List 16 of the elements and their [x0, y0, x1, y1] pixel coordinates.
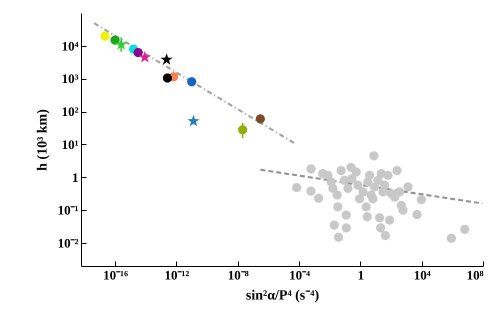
- x-tick-label: 10⁻¹²: [164, 268, 190, 282]
- x-tick-label: 1: [358, 268, 364, 282]
- y-tick-label: 1: [72, 170, 78, 185]
- x-tick-label: 10⁻⁴: [289, 268, 310, 282]
- y-tick-label: 10⁻¹: [58, 202, 79, 218]
- x-tick-label: 10⁴: [414, 268, 431, 282]
- x-axis-title: sin²α/P⁴ (s⁻⁴): [246, 288, 320, 304]
- x-tick-label: 10⁻⁸: [228, 268, 249, 282]
- y-tick-label: 10⁻²: [58, 236, 79, 251]
- y-tick-label: 10³: [62, 71, 79, 86]
- y-axis-title: h (10³ km): [36, 108, 51, 171]
- y-tick-label: 10¹: [62, 136, 79, 152]
- x-tick-label: 10⁻¹⁶: [103, 268, 128, 282]
- y-tick-label: 10⁴: [62, 38, 79, 54]
- y-tick-label: 10²: [62, 104, 79, 120]
- x-tick-label: 10⁸: [466, 268, 484, 282]
